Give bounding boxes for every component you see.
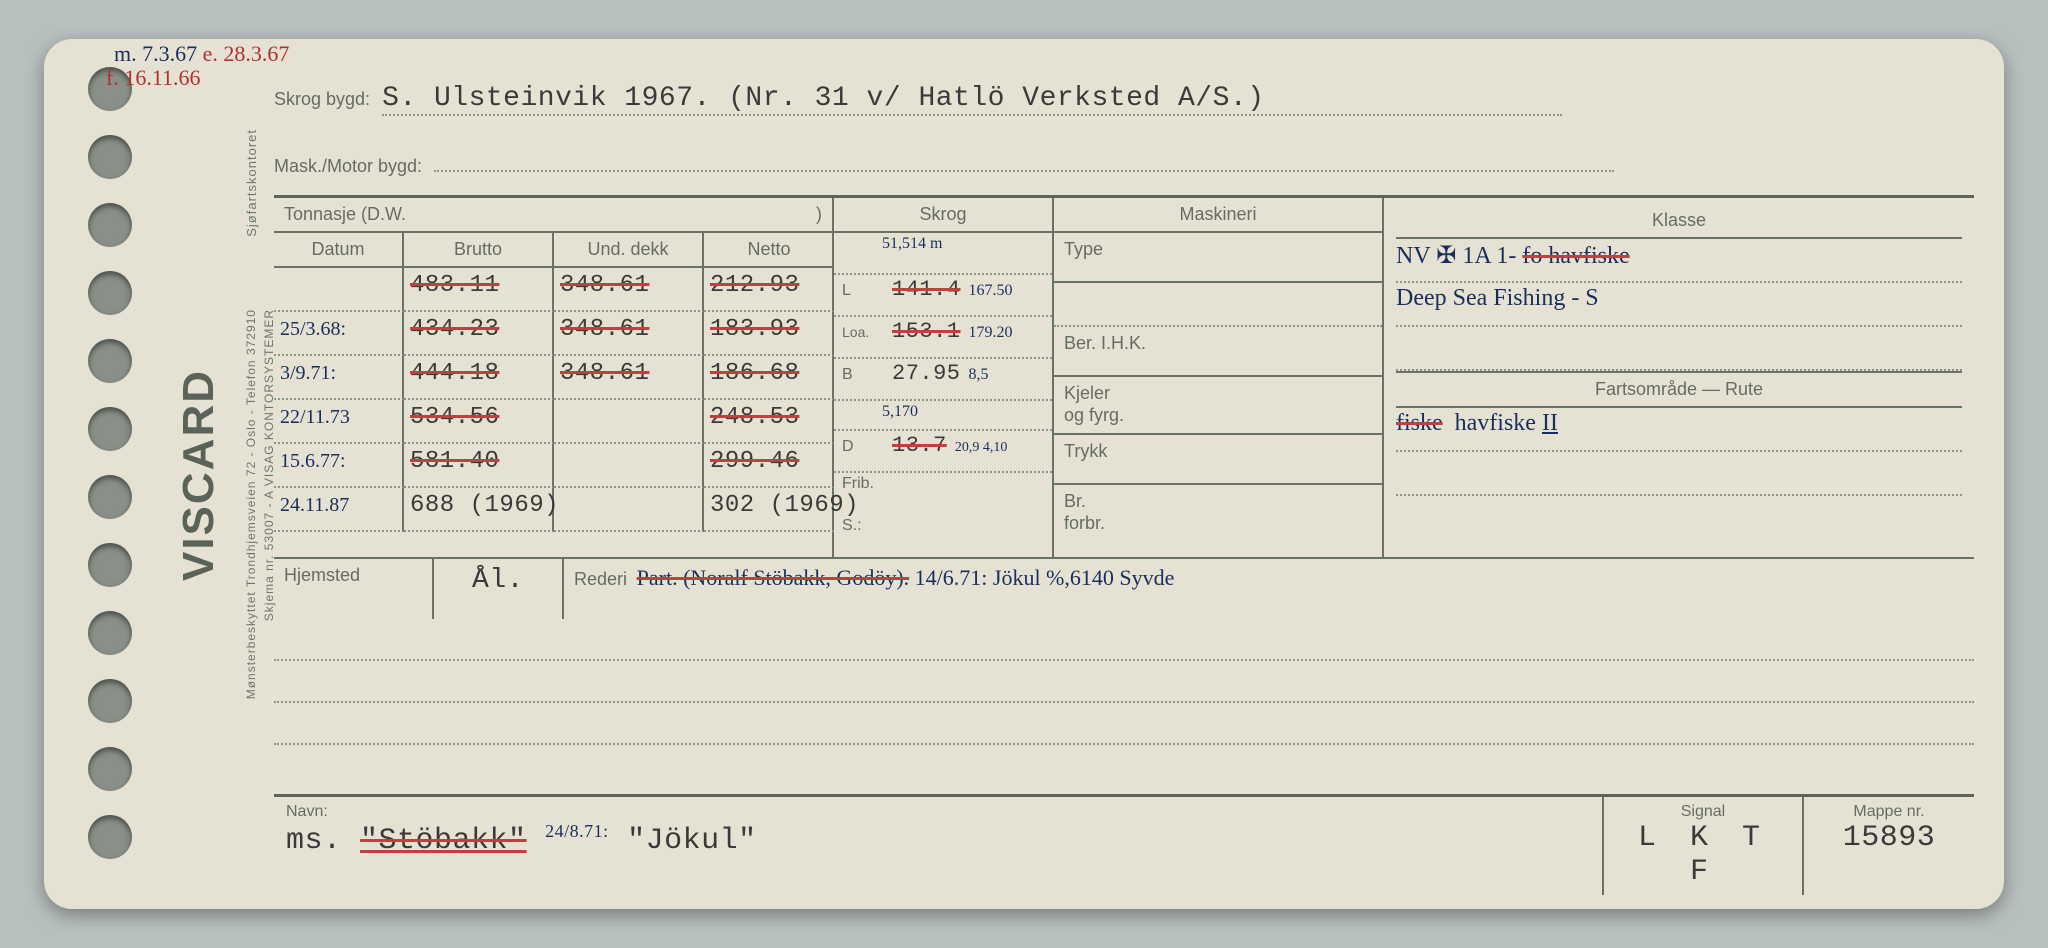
klasse-line1: NV ✠ 1A 1- fo havfiske	[1396, 239, 1962, 283]
label-mappe: Mappe nr.	[1816, 803, 1962, 821]
main-grid: Tonnasje (D.W. ) Datum Brutto Und. dekk …	[274, 195, 1974, 557]
tonnage-rows: 483.11348.61212.93 25/3.68:434.23348.6118…	[274, 268, 832, 532]
label-kjeler: Kjeler og fyrg.	[1064, 383, 1124, 425]
label-ber-ihk: Ber. I.H.K.	[1064, 333, 1146, 353]
tonnage-cell-brutto: 434.23	[404, 312, 554, 356]
skrog-loa: 153.1	[892, 319, 961, 344]
label-klasse: Klasse	[1396, 204, 1962, 239]
label-fartsomraade: Fartsområde — Rute	[1396, 371, 1962, 408]
label-navn: Navn:	[286, 803, 1590, 821]
punch-hole	[88, 543, 132, 587]
punch-hole	[88, 339, 132, 383]
col-und-dekk: Und. dekk	[554, 233, 704, 266]
punch-hole	[88, 815, 132, 859]
label-tonnasje-close: )	[806, 198, 832, 231]
punch-hole	[88, 747, 132, 791]
punch-hole	[88, 407, 132, 451]
punch-hole	[88, 271, 132, 315]
tonnage-cell-datum: 22/11.73	[274, 400, 404, 444]
punch-hole	[88, 475, 132, 519]
col-datum: Datum	[274, 233, 404, 266]
value-skrog-bygd: S. Ulsteinvik 1967. (Nr. 31 v/ Hatlö Ver…	[382, 83, 1562, 116]
punch-hole	[88, 679, 132, 723]
label-rederi: Rederi	[574, 569, 627, 589]
value-motor-bygd	[434, 146, 1614, 172]
maskineri-section: Maskineri Type Ber. I.H.K. Kjeler og fyr…	[1054, 198, 1384, 557]
skrog-l-side: 167.50	[969, 282, 1013, 300]
col-brutto: Brutto	[404, 233, 554, 266]
skrog-l: 141.4	[892, 277, 961, 302]
tonnage-cell-datum: 25/3.68:	[274, 312, 404, 356]
top-annotation-2: f. 16.11.66	[106, 65, 201, 91]
label-tonnasje: Tonnasje (D.W.	[274, 198, 416, 231]
punch-hole	[88, 135, 132, 179]
tonnage-cell-und: 348.61	[554, 356, 704, 400]
tonnage-cell-brutto: 534.56	[404, 400, 554, 444]
label-maskineri: Maskineri	[1054, 198, 1382, 233]
tonnage-cell-netto: 183.93	[704, 312, 834, 356]
label-motor-bygd: Mask./Motor bygd:	[274, 156, 422, 177]
farts-line: fiske havfiske II	[1396, 408, 1962, 452]
tonnage-cell-netto: 186.68	[704, 356, 834, 400]
index-card: Sjøfartskontoret VISCARD Mønsterbeskytte…	[44, 39, 2004, 909]
value-rederi: Part. (Noralf Stöbakk, Godöy). 14/6.71: …	[637, 565, 1175, 590]
label-signal: Signal	[1616, 803, 1790, 821]
tonnage-cell-netto: 212.93	[704, 268, 834, 312]
value-mappe: 15893	[1816, 821, 1962, 855]
tonnage-cell-datum: 15.6.77:	[274, 444, 404, 488]
blank-dotted-rows	[274, 619, 1974, 745]
tonnage-cell-und	[554, 400, 704, 444]
label-skrog-bygd: Skrog bygd:	[274, 89, 370, 110]
tonnage-cell-brutto: 483.11	[404, 268, 554, 312]
label-hjemsted: Hjemsted	[284, 565, 422, 586]
top-annotation-1: m. 7.3.67 e. 28.3.67	[114, 41, 289, 67]
tonnage-cell-netto: 299.46	[704, 444, 834, 488]
tonnage-cell-brutto: 444.18	[404, 356, 554, 400]
tonnage-cell-brutto: 581.40	[404, 444, 554, 488]
tonnage-cell-datum: 3/9.71:	[274, 356, 404, 400]
card-content: m. 7.3.67 e. 28.3.67 f. 16.11.66 Skrog b…	[164, 39, 2004, 909]
skrog-section: Skrog 51,514 m L 141.4 167.50 Loa. 153.1…	[834, 198, 1054, 557]
label-type: Type	[1064, 239, 1103, 259]
tonnage-cell-datum	[274, 268, 404, 312]
label-trykk: Trykk	[1064, 441, 1107, 461]
tonnage-cell-und: 348.61	[554, 312, 704, 356]
row-skrog-bygd: Skrog bygd: S. Ulsteinvik 1967. (Nr. 31 …	[274, 83, 1974, 116]
tonnage-cell-netto: 302 (1969)	[704, 488, 834, 532]
hjemsted-row: Hjemsted Ål. Rederi Part. (Noralf Stöbak…	[274, 557, 1974, 619]
value-signal: L K T F	[1616, 821, 1790, 889]
tonnage-cell-und	[554, 488, 704, 532]
tonnage-cell-netto: 248.53	[704, 400, 834, 444]
row-motor-bygd: Mask./Motor bygd:	[274, 146, 1974, 177]
tonnage-cell-und: 348.61	[554, 268, 704, 312]
skrog-note-l: 51,514 m	[882, 235, 942, 253]
label-skrog: Skrog	[834, 198, 1052, 233]
tonnage-cell-datum: 24.11.87	[274, 488, 404, 532]
skrog-d: 13.7	[892, 433, 947, 458]
label-br-forbr: Br. forbr.	[1064, 491, 1105, 533]
tonnage-cell-brutto: 688 (1969)	[404, 488, 554, 532]
klasse-section: Klasse NV ✠ 1A 1- fo havfiske Deep Sea F…	[1384, 198, 1974, 557]
tonnasje-section: Tonnasje (D.W. ) Datum Brutto Und. dekk …	[274, 198, 834, 557]
footer-row: Navn: ms. "Stöbakk" 24/8.71: "Jökul" Sig…	[274, 794, 1974, 895]
col-netto: Netto	[704, 233, 834, 266]
punch-hole	[88, 203, 132, 247]
value-navn: ms. "Stöbakk" 24/8.71: "Jökul"	[286, 821, 1590, 858]
klasse-line2: Deep Sea Fishing - S	[1396, 283, 1962, 327]
value-hjemsted: Ål.	[434, 559, 564, 619]
skrog-b: 27.95	[892, 361, 961, 386]
punch-hole-column	[44, 39, 164, 909]
punch-hole	[88, 611, 132, 655]
tonnage-cell-und	[554, 444, 704, 488]
